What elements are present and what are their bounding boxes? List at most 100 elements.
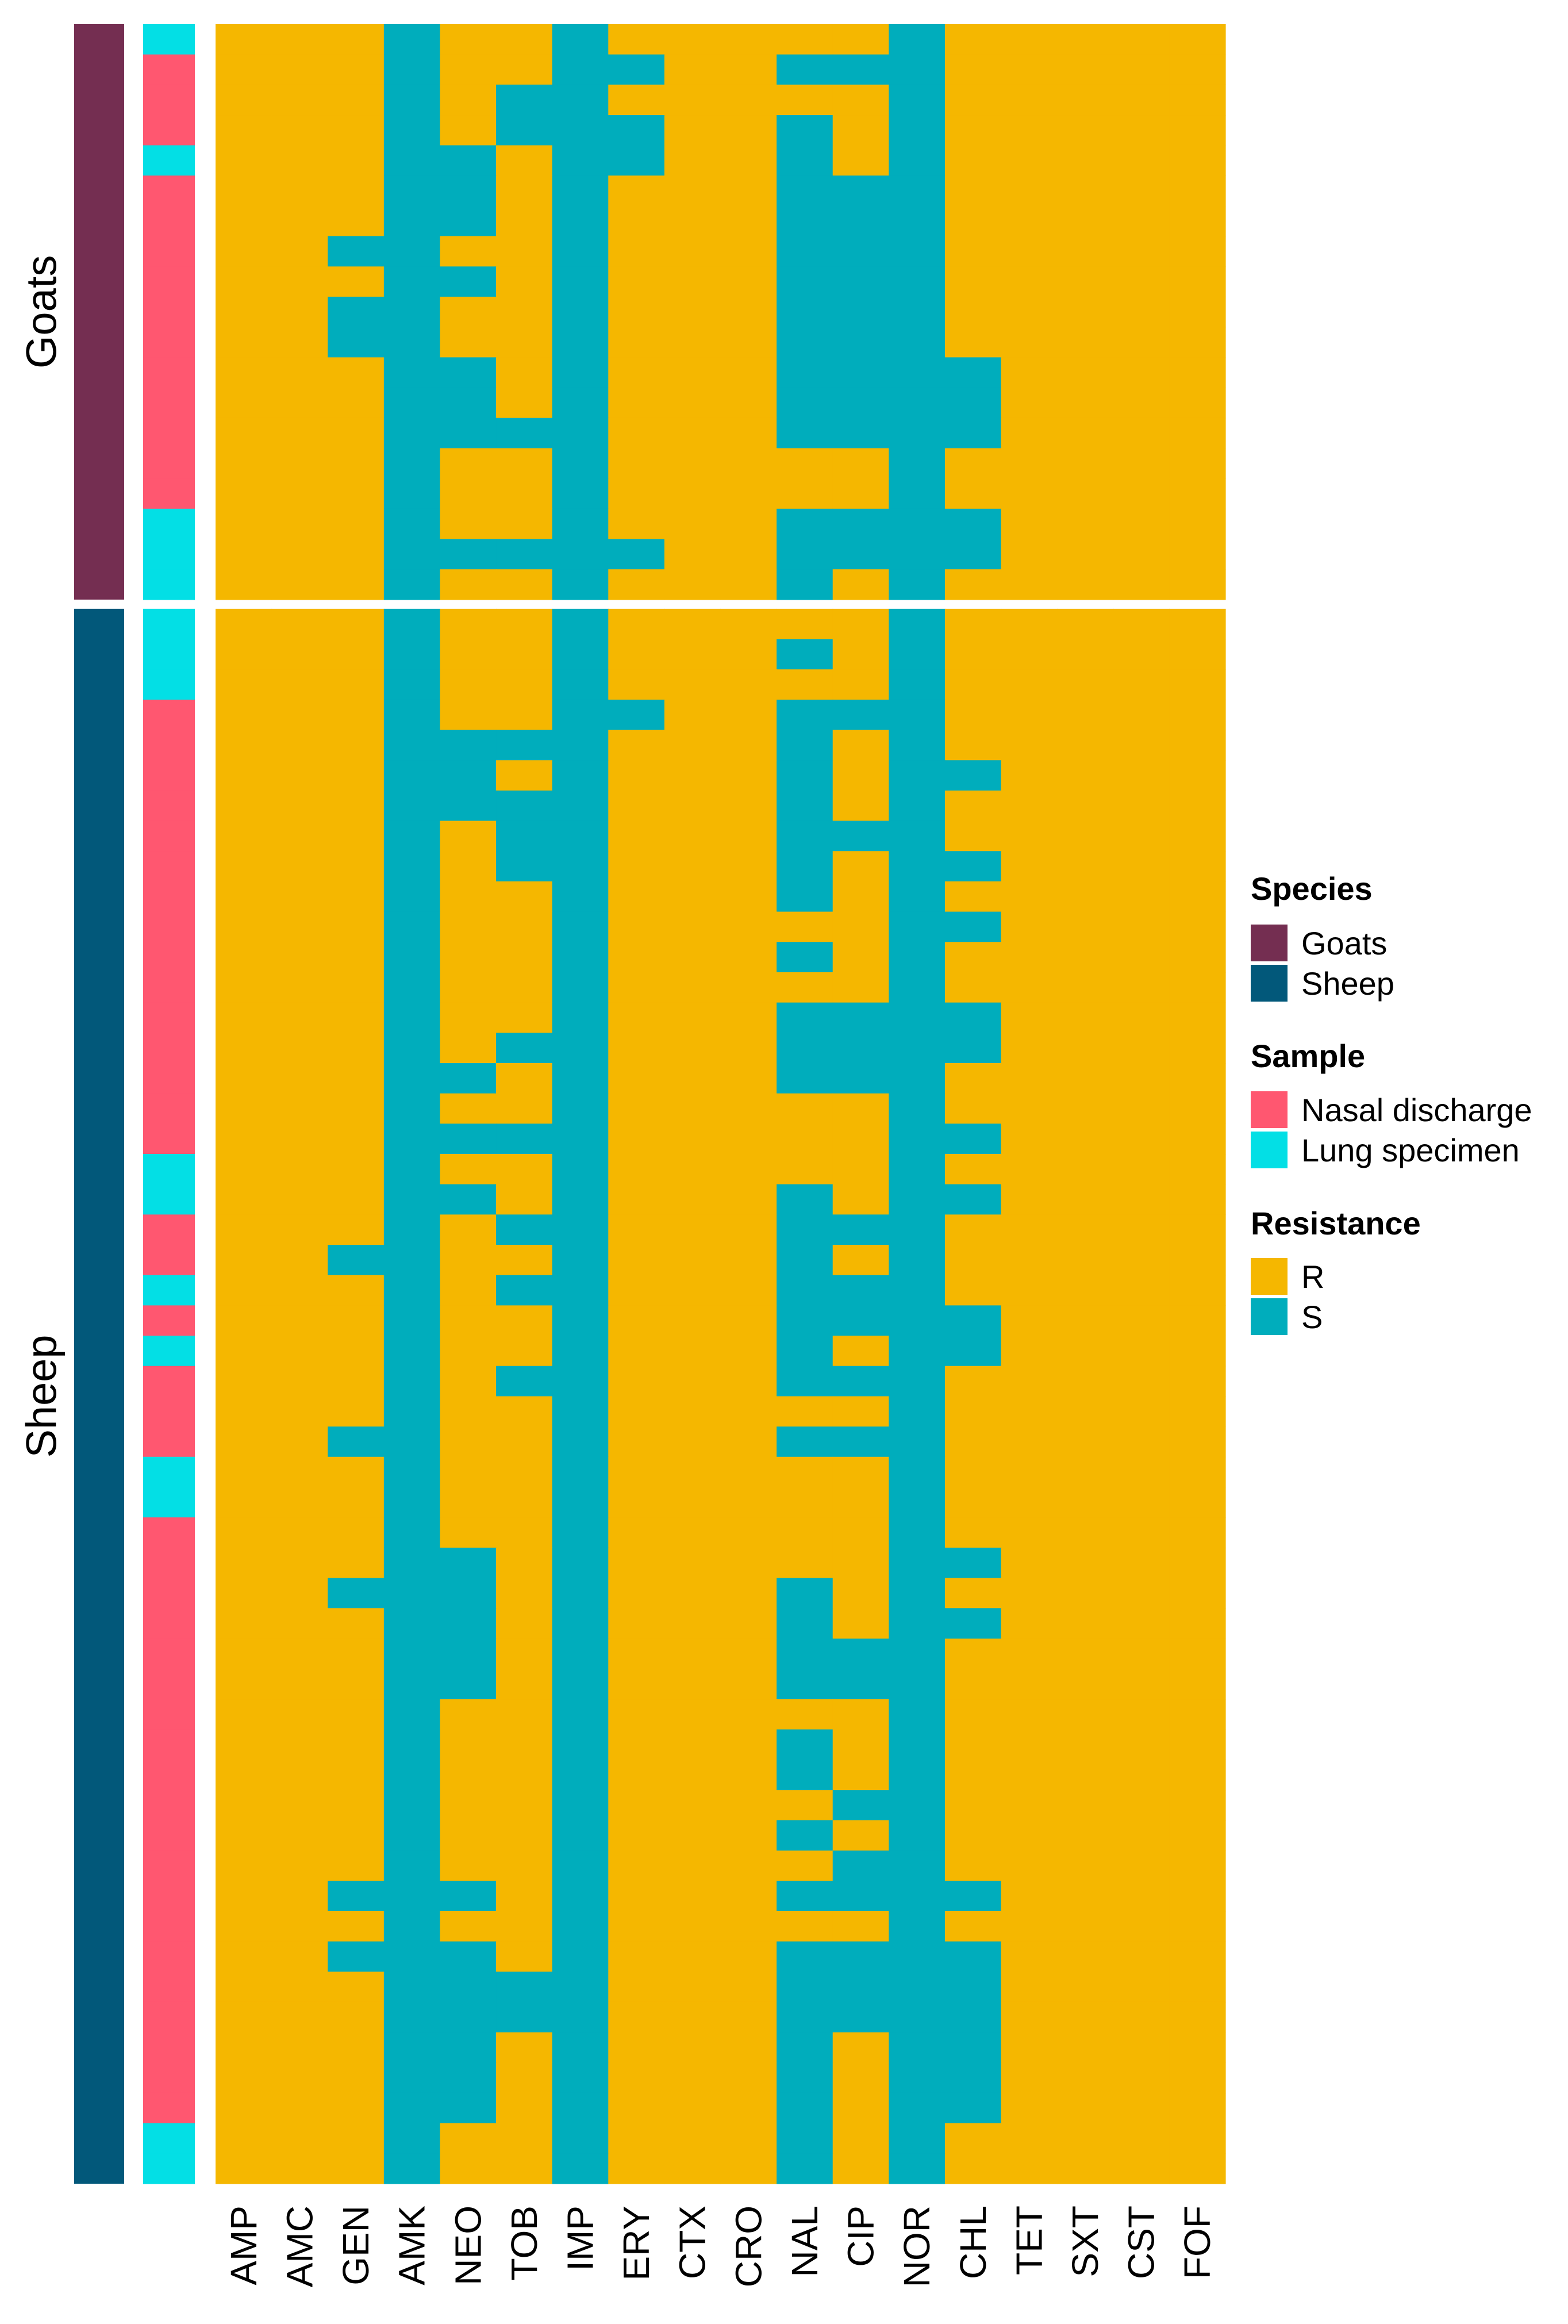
heatmap-cell <box>1169 972 1226 1003</box>
heatmap-cell <box>328 2062 385 2093</box>
heatmap-cell <box>1169 1366 1226 1397</box>
heatmap-cell <box>832 2001 889 2033</box>
heatmap-cell <box>1001 297 1058 328</box>
heatmap-cell <box>608 297 665 328</box>
heatmap-cell <box>664 1002 721 1033</box>
heatmap-cell <box>1057 1396 1114 1427</box>
heatmap-cell <box>608 790 665 822</box>
heatmap-cell <box>720 881 777 912</box>
heatmap-cell <box>216 1517 272 1548</box>
heatmap-cell <box>1169 388 1226 419</box>
heatmap-cell <box>328 1729 385 1761</box>
heatmap-cell <box>1169 508 1226 540</box>
heatmap-cell <box>1001 1245 1058 1276</box>
heatmap-cell <box>1113 448 1170 479</box>
heatmap-cell <box>383 942 441 973</box>
heatmap-cell <box>1169 1063 1226 1094</box>
heatmap-cell <box>1169 608 1226 640</box>
heatmap-cell <box>944 1275 1002 1306</box>
heatmap-cell <box>664 1578 721 1609</box>
heatmap-cell <box>440 942 497 973</box>
sample-cell <box>143 1941 195 1972</box>
heatmap-cell <box>777 1396 833 1427</box>
sample-cell <box>143 1578 195 1609</box>
heatmap-cell <box>440 2153 497 2184</box>
heatmap-cell <box>832 266 889 297</box>
heatmap-cell <box>271 206 328 237</box>
heatmap-cell <box>720 942 777 973</box>
heatmap-cell <box>1113 24 1170 55</box>
heatmap-cell <box>1169 2062 1226 2093</box>
heatmap-cell <box>777 388 833 419</box>
heatmap-cell <box>608 388 665 419</box>
heatmap-cell <box>216 508 272 540</box>
heatmap-cell <box>216 539 272 570</box>
heatmap-cell <box>271 1850 328 1881</box>
heatmap-cell <box>1113 730 1170 761</box>
heatmap-cell <box>889 1063 946 1094</box>
sample-cell <box>143 1033 195 1064</box>
heatmap-cell <box>328 417 385 449</box>
heatmap-cell <box>383 417 441 449</box>
heatmap-cell <box>1001 1699 1058 1730</box>
heatmap-cell <box>1001 1820 1058 1851</box>
heatmap-cell <box>664 820 721 852</box>
heatmap-cell <box>496 1669 553 1700</box>
heatmap-cell <box>832 2153 889 2184</box>
heatmap-cell <box>1001 2032 1058 2063</box>
heatmap-cell <box>777 2062 833 2093</box>
heatmap-cell <box>328 1638 385 1670</box>
column-label: SXT <box>1064 2206 1106 2277</box>
heatmap-cell <box>1057 115 1114 146</box>
heatmap-cell <box>216 1033 272 1064</box>
heatmap-cell <box>216 1669 272 1700</box>
heatmap-cell <box>944 327 1002 358</box>
heatmap-cell <box>944 608 1002 640</box>
heatmap-cells <box>216 24 1226 2184</box>
heatmap-cell <box>440 2123 497 2154</box>
heatmap-cell <box>216 1911 272 1942</box>
heatmap-cell <box>664 2062 721 2093</box>
column-label: IMP <box>559 2206 601 2271</box>
heatmap-cell <box>440 145 497 176</box>
heatmap-cell <box>440 357 497 388</box>
heatmap-cell <box>1113 417 1170 449</box>
heatmap-cell <box>271 1396 328 1427</box>
heatmap-cell <box>608 2001 665 2033</box>
heatmap-cell <box>664 699 721 731</box>
heatmap-cell <box>440 1972 497 2003</box>
heatmap-cell <box>271 539 328 570</box>
heatmap-cell <box>832 1093 889 1124</box>
heatmap-cell <box>777 1972 833 2003</box>
heatmap-cell <box>383 1820 441 1851</box>
heatmap-cell <box>832 1305 889 1336</box>
heatmap-cell <box>271 569 328 600</box>
heatmap-cell <box>440 1608 497 1639</box>
heatmap-cell <box>1001 699 1058 731</box>
heatmap-cell <box>889 175 946 206</box>
heatmap-cell <box>777 881 833 912</box>
heatmap-cell <box>1169 1850 1226 1881</box>
heatmap-cell <box>944 24 1002 55</box>
heatmap-cell <box>552 2062 609 2093</box>
heatmap-cell <box>328 1669 385 1700</box>
heatmap-cell <box>1057 2123 1114 2154</box>
sample-cell <box>143 1820 195 1851</box>
heatmap-cell <box>832 851 889 882</box>
heatmap-cell <box>889 1881 946 1912</box>
heatmap-cell <box>720 669 777 700</box>
heatmap-cell <box>440 1790 497 1821</box>
heatmap-cell <box>720 24 777 55</box>
heatmap-cell <box>440 417 497 449</box>
heatmap-cell <box>440 1154 497 1185</box>
sample-cell <box>143 1881 195 1912</box>
heatmap-cell <box>383 1911 441 1942</box>
heatmap-cell <box>552 448 609 479</box>
heatmap-cell <box>271 1002 328 1033</box>
heatmap-cell <box>216 1972 272 2003</box>
sample-cell <box>143 790 195 822</box>
heatmap-cell <box>720 2062 777 2093</box>
heatmap-cell <box>440 790 497 822</box>
heatmap-cell <box>328 236 385 267</box>
heatmap-cell <box>777 206 833 237</box>
